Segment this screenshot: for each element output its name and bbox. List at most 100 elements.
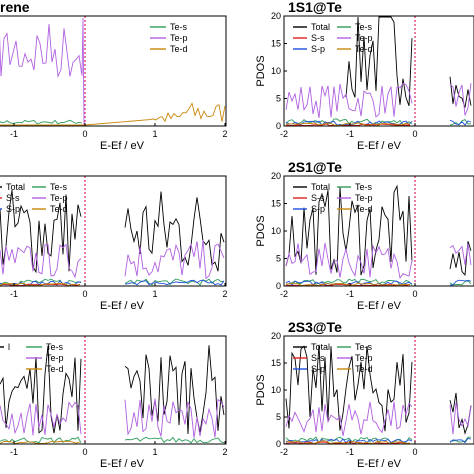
y-tick-label: 0: [276, 439, 281, 449]
pdos-panel-2: -1 0 1 2 E-Ef / eV Total Te-s S-s Te-p S-p Te-d: [0, 175, 228, 312]
legend-entry: S-s: [311, 353, 325, 363]
y-tick-label: 10: [271, 226, 281, 236]
series-line-te-p-cb: [124, 398, 225, 439]
x-tick-label: 1: [152, 129, 157, 139]
legend-entry: Te-s: [355, 22, 373, 32]
y-axis-label: PDOS: [255, 215, 267, 246]
x-tick-label: 0: [412, 447, 417, 457]
legend-entry: Te-p: [355, 33, 373, 43]
series-line-total-cb: [124, 345, 225, 435]
series-line-te-p: [285, 401, 413, 436]
legend: l Te-sTe-pTe-d: [0, 342, 64, 374]
panel-title: 1S1@Te: [288, 0, 342, 15]
legend-entry: Total: [6, 182, 25, 192]
y-tick-label: 15: [271, 199, 281, 209]
legend-entry: S-p: [6, 204, 20, 214]
y-tick-label: 0: [276, 121, 281, 131]
series-line-te-s: [0, 436, 82, 444]
y-tick-label: 5: [276, 254, 281, 264]
pdos-panel-4: -1 0 1 2 E-Ef / eV l Te-sTe-pTe-d: [0, 335, 228, 470]
series-line-te-s: [0, 119, 83, 125]
legend-entry: Te-s: [170, 22, 188, 32]
legend-entry: Te-p: [355, 353, 373, 363]
series-line-te-p-cb: [449, 402, 472, 435]
x-axis-label: E-Ef / eV: [357, 458, 402, 470]
x-tick-label: 1: [152, 447, 157, 457]
legend-entry: S-s: [311, 33, 325, 43]
plot-frame: [0, 15, 227, 127]
y-tick-label: 15: [271, 358, 281, 368]
series-line-total: [0, 189, 82, 274]
x-axis-label: E-Ef / eV: [357, 140, 402, 152]
series-line-te-d: [285, 440, 411, 444]
x-tick-label: -2: [280, 447, 288, 457]
x-tick-label: 2: [222, 129, 227, 139]
legend-entry: Total: [311, 182, 330, 192]
x-tick-label: 0: [412, 129, 417, 139]
series-line-total: [0, 345, 82, 434]
series-line-s-p-cb: [124, 279, 225, 286]
legend-entry: Te-d: [46, 364, 64, 374]
legend-entry: Te-s: [355, 342, 373, 352]
plot-frame: [0, 335, 227, 445]
y-tick-label: 10: [271, 66, 281, 76]
y-tick-label: 10: [271, 385, 281, 395]
series-line-total: [345, 16, 413, 106]
legend-entry: Te-d: [50, 204, 68, 214]
legend-entry: S-p: [311, 44, 325, 54]
legend-entry: Te-d: [355, 44, 373, 54]
legend-entry: l: [8, 342, 10, 352]
series-line-s-p: [285, 120, 413, 126]
series-line-total: [285, 184, 413, 276]
series-line-te-d: [0, 102, 226, 126]
legend: Te-sTe-pTe-d: [150, 22, 188, 54]
x-tick-label: 2: [222, 447, 227, 457]
plot-area: [0, 189, 225, 286]
x-axis-label: E-Ef / eV: [100, 300, 145, 312]
legend: Total Te-s S-s Te-p S-p Te-d: [0, 182, 68, 214]
x-tick-label: -1: [346, 447, 354, 457]
plot-area: [285, 344, 472, 444]
series-line-te-s-cb: [124, 436, 225, 444]
legend-entry: Te-p: [170, 33, 188, 43]
series-line-te-p-cb: [449, 83, 472, 116]
legend-entry: S-p: [311, 364, 325, 374]
y-tick-label: 20: [271, 171, 281, 181]
plot-frame: [0, 175, 227, 287]
series-line-te-s-cb: [449, 436, 472, 443]
panel-title: rene: [0, 0, 30, 15]
legend-entry: S-s: [6, 193, 20, 203]
series-line-te-p: [0, 17, 85, 126]
series-line-s-p-cb: [449, 119, 472, 126]
legend-entry: S-s: [311, 193, 325, 203]
legend-entry: Te-s: [355, 182, 373, 192]
x-axis-label: E-Ef / eV: [100, 140, 145, 152]
pdos-panel-1: -2 -1 0 0 5 10 15 20 E-Ef / eV PDOS 1S1@Te Total Te-…: [255, 0, 474, 152]
legend-entry: S-p: [311, 204, 325, 214]
y-axis-label: PDOS: [255, 55, 267, 86]
plot-area: [0, 17, 226, 126]
series-line-s-p: [285, 438, 413, 444]
x-tick-label: -1: [346, 129, 354, 139]
plot-area: [285, 184, 472, 286]
panel-title: 2S1@Te: [288, 159, 342, 175]
legend-entry: Total: [311, 342, 330, 352]
series-line-s-p-cb: [449, 279, 472, 286]
x-tick-label: -1: [10, 129, 18, 139]
y-tick-label: 20: [271, 331, 281, 341]
x-tick-label: 0: [82, 447, 87, 457]
panel-title: 2S3@Te: [288, 319, 342, 335]
series-line-te-p: [285, 243, 413, 280]
pdos-panel-5: -2 -1 0 0 5 10 15 20 E-Ef / eV PDOS 2S3@Te Total Te-…: [255, 319, 474, 470]
y-axis-label: PDOS: [255, 374, 267, 405]
x-tick-label: -1: [10, 289, 18, 299]
y-tick-label: 5: [276, 412, 281, 422]
legend-entry: Te-d: [355, 364, 373, 374]
pdos-panel-0: -1 0 1 2 E-Ef / eV rene Te-sTe-pTe-d: [0, 0, 228, 152]
y-tick-label: 5: [276, 94, 281, 104]
pdos-panel-3: -2 -1 0 0 5 10 15 20 E-Ef / eV PDOS 2S1@Te Total Te-…: [255, 159, 474, 312]
legend-entry: Te-s: [46, 342, 64, 352]
x-tick-label: -2: [280, 289, 288, 299]
x-tick-label: -2: [280, 129, 288, 139]
series-line-te-p: [285, 82, 413, 118]
